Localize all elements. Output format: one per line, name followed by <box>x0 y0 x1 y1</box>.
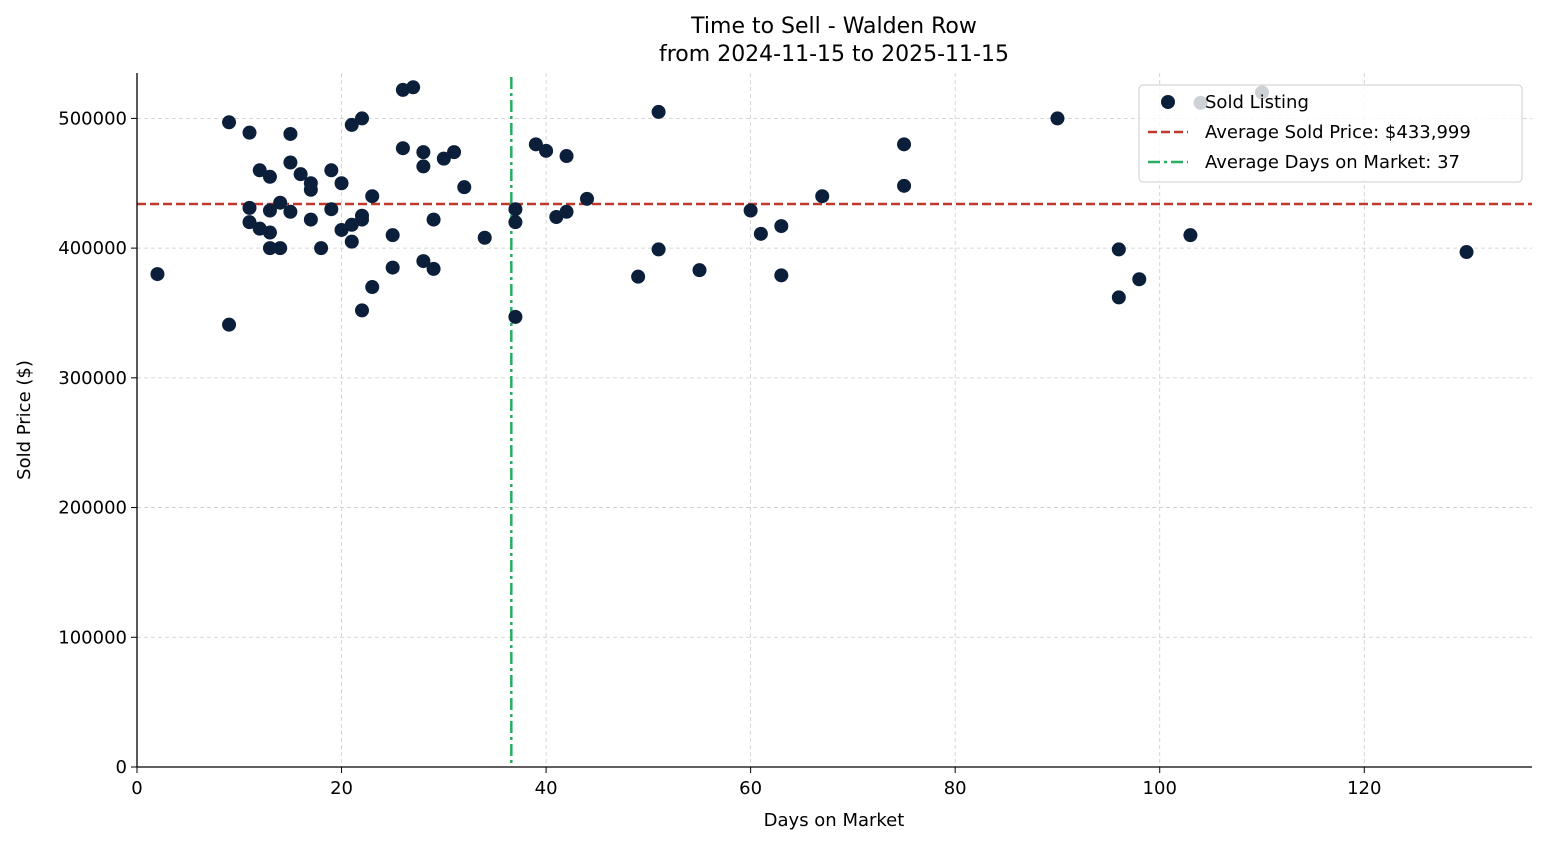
chart-subtitle: from 2024-11-15 to 2025-11-15 <box>659 42 1009 67</box>
x-tick-label: 60 <box>739 778 762 799</box>
data-point <box>508 202 523 217</box>
legend-label-avg-days: Average Days on Market: 37 <box>1205 152 1460 173</box>
data-point <box>242 200 257 215</box>
x-tick-label: 120 <box>1347 778 1381 799</box>
data-point <box>508 309 523 324</box>
y-tick-label: 300000 <box>58 368 127 389</box>
data-point <box>559 204 574 219</box>
data-point <box>385 260 400 275</box>
data-point <box>365 189 380 204</box>
data-point <box>355 212 369 227</box>
data-point <box>385 228 400 243</box>
data-point <box>1459 245 1474 260</box>
data-point <box>897 137 912 152</box>
data-point <box>508 215 523 230</box>
data-point <box>1132 272 1147 287</box>
data-point <box>447 145 462 160</box>
data-point <box>1111 242 1126 257</box>
data-point <box>242 215 257 230</box>
data-point <box>1050 111 1065 126</box>
y-tick-label: 200000 <box>58 498 127 519</box>
data-point <box>580 191 594 206</box>
data-point <box>283 126 298 141</box>
data-point <box>416 254 431 269</box>
data-point <box>252 163 267 178</box>
data-point <box>334 176 349 191</box>
data-point <box>150 267 165 282</box>
data-point <box>395 141 410 156</box>
data-point <box>436 151 451 166</box>
data-point <box>1183 228 1198 243</box>
ticks: 0 20 40 60 80 100 120 0 100000 200000 300000 400000… <box>58 108 1381 799</box>
data-point <box>426 212 441 227</box>
data-point <box>477 230 492 245</box>
data-point <box>897 178 912 193</box>
data-point <box>365 280 380 295</box>
legend-label-avg-price: Average Sold Price: $433,999 <box>1205 122 1471 143</box>
x-tick-label: 100 <box>1143 778 1177 799</box>
data-point <box>1111 290 1126 305</box>
y-tick-label: 100000 <box>58 627 127 648</box>
data-point <box>406 80 421 95</box>
data-point <box>651 242 666 257</box>
data-point <box>242 125 257 140</box>
x-tick-label: 20 <box>330 778 353 799</box>
x-axis-label: Days on Market <box>764 810 905 831</box>
data-point <box>355 303 369 318</box>
data-point <box>324 202 339 217</box>
data-point <box>774 268 789 283</box>
data-point <box>416 145 431 160</box>
data-point <box>753 226 768 241</box>
data-point <box>416 159 431 174</box>
y-tick-label: 500000 <box>58 108 127 129</box>
reference-lines <box>137 77 1532 767</box>
y-tick-label: 0 <box>116 757 127 778</box>
y-axis-label: Sold Price ($) <box>14 360 35 480</box>
data-point <box>344 117 359 132</box>
data-point <box>457 180 472 195</box>
data-point <box>539 143 554 158</box>
x-tick-label: 80 <box>944 778 967 799</box>
legend: Sold Listing Average Sold Price: $433,99… <box>1138 84 1523 183</box>
x-tick-label: 40 <box>535 778 558 799</box>
data-point <box>815 189 830 204</box>
data-point <box>303 182 318 197</box>
data-point <box>774 219 789 234</box>
data-point <box>262 169 277 184</box>
data-point <box>262 225 277 240</box>
data-point <box>692 263 707 278</box>
data-point <box>324 163 339 178</box>
data-point <box>262 241 277 256</box>
legend-marker-points <box>1161 95 1175 109</box>
legend-label-points: Sold Listing <box>1205 92 1309 113</box>
data-point <box>222 115 237 130</box>
data-point <box>743 203 758 218</box>
data-point <box>222 317 237 332</box>
x-tick-label: 0 <box>131 778 142 799</box>
data-point <box>559 149 574 164</box>
data-point <box>273 241 288 256</box>
data-point <box>293 167 308 182</box>
data-point <box>283 155 298 170</box>
data-point <box>283 204 298 219</box>
data-point <box>528 137 543 152</box>
data-point <box>344 234 359 249</box>
chart-title: Time to Sell - Walden Row <box>690 14 977 39</box>
data-point <box>631 269 646 284</box>
data-point <box>314 241 329 256</box>
data-point <box>273 195 288 210</box>
y-tick-label: 400000 <box>58 238 127 259</box>
data-point <box>262 203 277 218</box>
data-point <box>303 212 318 227</box>
data-point <box>426 261 441 276</box>
data-point <box>355 111 369 126</box>
data-point <box>651 104 666 119</box>
